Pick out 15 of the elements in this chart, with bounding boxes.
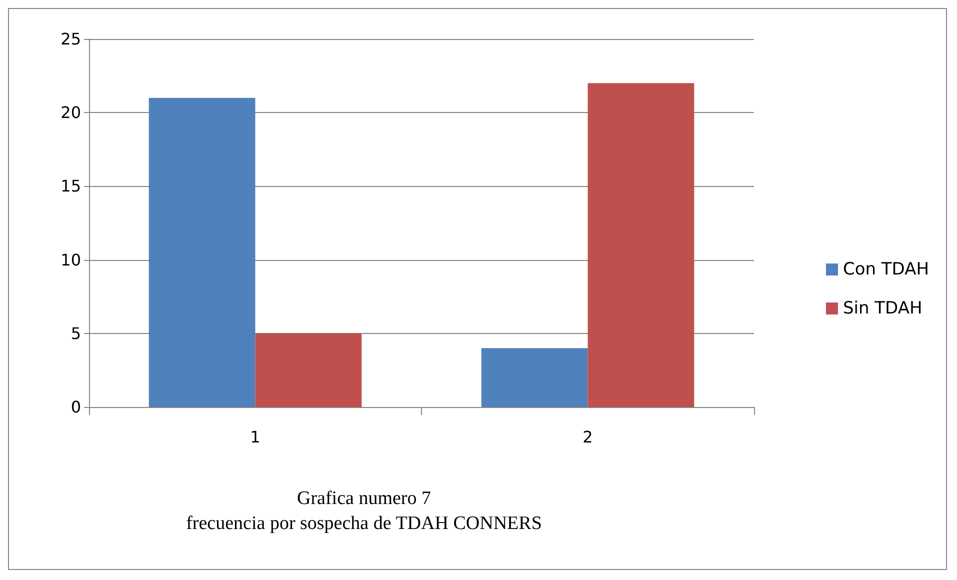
y-tick-label: 5	[70, 324, 81, 343]
x-tick-label: 1	[250, 428, 260, 446]
y-tick-label: 10	[60, 250, 81, 270]
y-tick-label: 20	[60, 103, 81, 122]
legend-label: Con TDAH	[842, 260, 930, 280]
y-tick-label: 15	[60, 176, 81, 196]
bar	[148, 98, 256, 407]
y-tick-label: 0	[70, 398, 81, 416]
x-tick-label: 2	[582, 428, 593, 446]
bar	[481, 348, 588, 407]
y-tick-label: 25	[60, 30, 81, 48]
bar	[255, 333, 362, 407]
text: Grafica numero 7 frecuencia por sospecha de TDAH CONNERS	[186, 488, 542, 534]
legend-label: Sin TDAH	[842, 298, 922, 318]
bar	[588, 83, 694, 407]
